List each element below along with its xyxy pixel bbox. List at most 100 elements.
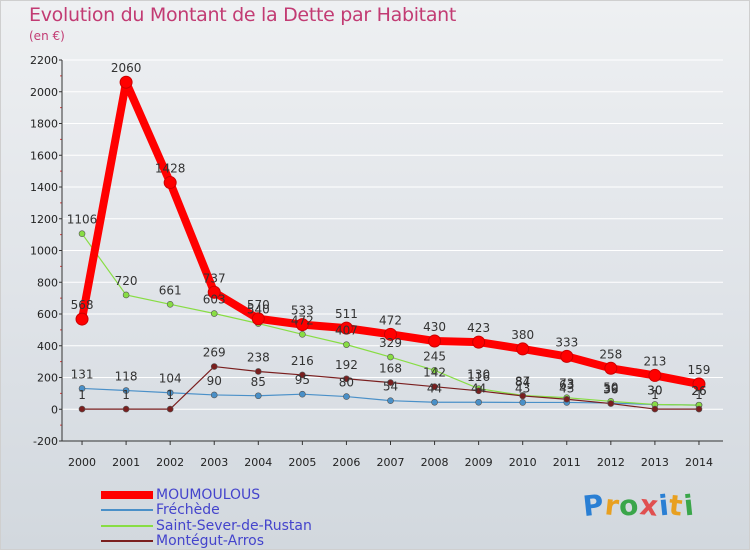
data-label: 39 xyxy=(603,382,618,396)
data-label: 407 xyxy=(335,324,358,338)
data-label: 380 xyxy=(511,328,534,342)
data-point xyxy=(384,327,397,341)
data-label: 44 xyxy=(427,381,442,395)
data-point xyxy=(387,379,394,386)
y-tick-label: 1400 xyxy=(30,181,58,194)
data-label: 511 xyxy=(335,307,358,321)
legend-swatch xyxy=(101,524,153,527)
legend: MOUMOULOUS Fréchède Saint-Sever-de-Rustan M… xyxy=(101,487,312,549)
legend-swatch xyxy=(101,490,153,499)
data-label: 26 xyxy=(691,384,706,398)
legend-label: MOUMOULOUS xyxy=(156,486,261,503)
logo-letter: i xyxy=(681,488,696,523)
legend-swatch xyxy=(101,540,153,543)
data-point xyxy=(428,334,442,348)
x-tick-label: 2000 xyxy=(68,456,96,469)
x-tick-label: 2005 xyxy=(288,456,316,469)
data-point xyxy=(651,405,659,413)
data-point xyxy=(207,285,221,299)
data-label: 131 xyxy=(71,367,94,381)
data-label: 661 xyxy=(159,283,182,297)
data-label: 1 xyxy=(695,388,703,402)
data-label: 50 xyxy=(603,380,618,394)
data-point xyxy=(210,391,218,399)
data-label: 737 xyxy=(203,271,226,285)
legend-item: Saint-Sever-de-Rustan xyxy=(101,518,312,534)
data-point xyxy=(254,368,262,375)
data-label: 1428 xyxy=(155,162,186,176)
data-label: 130 xyxy=(467,368,490,382)
data-point xyxy=(122,405,130,413)
data-label: 44 xyxy=(471,381,486,395)
data-point xyxy=(299,371,306,379)
x-tick-label: 2003 xyxy=(200,456,228,469)
data-label: 87 xyxy=(515,374,530,388)
data-label: 245 xyxy=(423,349,446,363)
data-point xyxy=(343,393,350,400)
data-label: 568 xyxy=(71,298,94,312)
x-tick-label: 2009 xyxy=(465,456,493,469)
data-point xyxy=(122,291,130,299)
data-label: 1 xyxy=(651,388,659,402)
data-point xyxy=(78,385,86,392)
data-label: 238 xyxy=(247,350,270,364)
data-label: 213 xyxy=(643,354,666,368)
data-point xyxy=(475,398,482,406)
data-point xyxy=(210,310,218,317)
data-point xyxy=(343,375,350,383)
data-label: 90 xyxy=(207,374,222,388)
data-label: 118 xyxy=(115,370,138,384)
data-point xyxy=(339,321,353,335)
data-point xyxy=(254,392,262,400)
data-label: 63 xyxy=(559,378,574,392)
data-label: 430 xyxy=(423,320,446,334)
y-tick-label: 1800 xyxy=(30,118,58,131)
data-point xyxy=(119,75,133,89)
data-label: 603 xyxy=(203,293,226,307)
data-point xyxy=(299,390,306,398)
data-point xyxy=(343,341,350,348)
y-tick-label: 800 xyxy=(37,276,58,289)
data-label: 26 xyxy=(691,384,706,398)
data-point xyxy=(648,368,662,382)
x-tick-label: 2006 xyxy=(332,456,360,469)
data-point xyxy=(475,387,482,395)
data-point xyxy=(387,397,394,404)
data-point xyxy=(75,312,89,326)
legend-item: Fréchède xyxy=(101,503,312,519)
data-label: 84 xyxy=(515,375,530,389)
data-point xyxy=(695,405,703,413)
data-label: 423 xyxy=(467,321,490,335)
x-tick-label: 2014 xyxy=(685,456,713,469)
data-label: 2060 xyxy=(111,61,142,75)
data-point xyxy=(78,405,86,413)
data-point xyxy=(295,318,309,332)
y-tick-label: 2200 xyxy=(30,54,58,67)
data-label: 269 xyxy=(203,346,226,360)
y-tick-label: 1000 xyxy=(30,245,58,258)
proxiti-logo: Proxiti xyxy=(581,488,696,523)
data-label: 54 xyxy=(383,380,398,394)
data-point xyxy=(604,361,618,375)
data-point xyxy=(163,176,177,190)
data-point xyxy=(210,363,218,370)
data-point xyxy=(387,353,394,361)
data-label: 43 xyxy=(559,381,574,395)
data-label: 30 xyxy=(647,383,662,397)
y-tick-label: 0 xyxy=(51,403,58,416)
data-label: 258 xyxy=(599,347,622,361)
data-label: 142 xyxy=(423,366,446,380)
data-point xyxy=(519,399,527,406)
y-tick-label: 600 xyxy=(37,308,58,321)
data-label: 1 xyxy=(122,388,130,402)
y-tick-label: 2000 xyxy=(30,86,58,99)
data-label: 30 xyxy=(647,383,662,397)
data-label: 216 xyxy=(291,354,314,368)
data-point xyxy=(472,335,486,349)
data-label: 1 xyxy=(78,388,86,402)
y-tick-label: 200 xyxy=(37,372,58,385)
data-label: 192 xyxy=(335,358,358,372)
x-tick-label: 2011 xyxy=(553,456,581,469)
x-tick-label: 2002 xyxy=(156,456,184,469)
